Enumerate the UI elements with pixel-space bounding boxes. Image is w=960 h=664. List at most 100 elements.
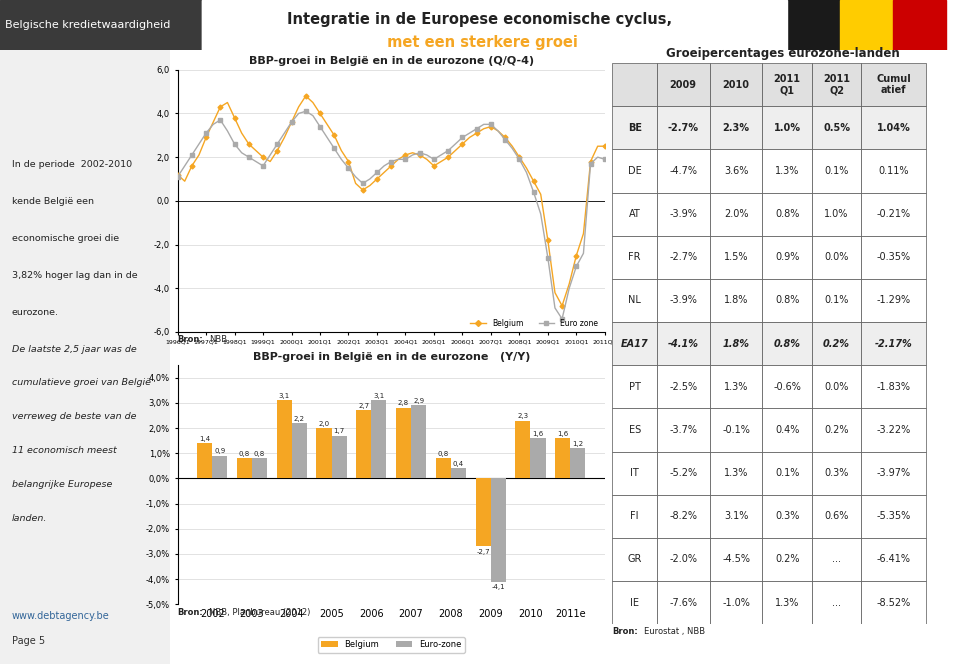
Bar <box>812 149 861 193</box>
Bar <box>356 410 372 479</box>
Bar <box>812 279 861 322</box>
Bar <box>657 408 709 452</box>
Bar <box>709 236 762 279</box>
Text: -8.2%: -8.2% <box>669 511 697 521</box>
Text: 1.8%: 1.8% <box>723 339 750 349</box>
Text: -5.35%: -5.35% <box>876 511 911 521</box>
Text: -0.6%: -0.6% <box>773 382 801 392</box>
Bar <box>657 236 709 279</box>
Bar <box>709 106 762 149</box>
Text: 2,7: 2,7 <box>358 403 370 409</box>
Bar <box>709 495 762 538</box>
Bar <box>612 106 657 149</box>
Bar <box>709 408 762 452</box>
Text: 2011
Q2: 2011 Q2 <box>823 74 850 96</box>
Bar <box>812 63 861 106</box>
Bar <box>657 322 709 365</box>
Bar <box>657 495 709 538</box>
Legend: Belgium, Euro zone: Belgium, Euro zone <box>468 315 601 331</box>
Bar <box>197 443 212 479</box>
Bar <box>657 581 709 624</box>
Text: -2.5%: -2.5% <box>669 382 697 392</box>
Bar <box>709 538 762 581</box>
Bar <box>709 581 762 624</box>
Text: -4,1: -4,1 <box>492 584 505 590</box>
Text: -0.35%: -0.35% <box>876 252 911 262</box>
Title: BBP-groei in België en in de eurozone (Q/Q-4): BBP-groei in België en in de eurozone (Q… <box>249 56 534 66</box>
Text: 3.1%: 3.1% <box>724 511 748 521</box>
Text: 0,4: 0,4 <box>453 461 464 467</box>
Text: -2.7%: -2.7% <box>669 252 697 262</box>
Bar <box>612 495 657 538</box>
Bar <box>762 106 812 149</box>
Text: NL: NL <box>628 295 641 305</box>
Bar <box>612 279 657 322</box>
Bar <box>861 452 926 495</box>
Text: 0.8%: 0.8% <box>775 295 800 305</box>
Text: 11 economisch meest: 11 economisch meest <box>12 446 117 455</box>
Bar <box>657 365 709 408</box>
Text: Eurostat , NBB: Eurostat , NBB <box>644 627 706 637</box>
Text: 0.2%: 0.2% <box>823 339 850 349</box>
Bar <box>657 279 709 322</box>
Bar <box>276 400 292 479</box>
Text: 2010: 2010 <box>723 80 750 90</box>
Text: 3.6%: 3.6% <box>724 166 748 176</box>
Bar <box>812 106 861 149</box>
Bar <box>411 406 426 479</box>
Bar <box>202 0 787 50</box>
Title: BBP-groei in België en in de eurozone   (Y/Y): BBP-groei in België en in de eurozone (Y… <box>252 352 530 362</box>
Text: GR: GR <box>628 554 642 564</box>
Bar <box>317 428 331 479</box>
Bar <box>709 365 762 408</box>
Text: 0,8: 0,8 <box>239 451 250 457</box>
Bar <box>861 365 926 408</box>
Text: -0.1%: -0.1% <box>722 425 750 435</box>
Text: -3.97%: -3.97% <box>876 468 911 478</box>
Bar <box>612 452 657 495</box>
Text: Belgische kredietwaardigheid: Belgische kredietwaardigheid <box>5 20 170 30</box>
Bar <box>657 452 709 495</box>
Bar <box>396 408 411 479</box>
Text: 0,9: 0,9 <box>214 448 226 454</box>
Text: ...: ... <box>832 554 841 564</box>
Text: -1.29%: -1.29% <box>876 295 911 305</box>
Bar <box>812 581 861 624</box>
Bar <box>516 420 531 479</box>
Text: 2,2: 2,2 <box>294 416 304 422</box>
Bar <box>657 149 709 193</box>
Text: -2.17%: -2.17% <box>875 339 913 349</box>
Text: 1.0%: 1.0% <box>774 123 801 133</box>
Text: 2,8: 2,8 <box>398 400 409 406</box>
Bar <box>612 538 657 581</box>
Bar <box>212 456 228 479</box>
Bar <box>762 452 812 495</box>
Bar <box>436 458 451 479</box>
Text: 1,4: 1,4 <box>199 436 210 442</box>
Bar <box>555 438 570 479</box>
Text: -2.7%: -2.7% <box>668 123 699 133</box>
Bar <box>331 436 347 479</box>
Bar <box>861 495 926 538</box>
Text: AT: AT <box>629 209 640 219</box>
Text: eurozone.: eurozone. <box>12 308 59 317</box>
Text: PT: PT <box>629 382 640 392</box>
Bar <box>451 468 466 479</box>
Text: -4.1%: -4.1% <box>668 339 699 349</box>
Text: 1.5%: 1.5% <box>724 252 748 262</box>
Bar <box>762 193 812 236</box>
Bar <box>893 0 946 50</box>
Text: -3.9%: -3.9% <box>669 295 697 305</box>
Bar <box>762 322 812 365</box>
Bar <box>861 149 926 193</box>
Bar <box>762 149 812 193</box>
Text: 0.9%: 0.9% <box>775 252 800 262</box>
Text: ...: ... <box>832 598 841 608</box>
Text: 1,6: 1,6 <box>557 431 568 437</box>
Bar <box>657 63 709 106</box>
Bar <box>861 106 926 149</box>
Bar <box>762 538 812 581</box>
Text: 2,0: 2,0 <box>319 420 329 426</box>
Text: FI: FI <box>631 511 639 521</box>
Text: 1.04%: 1.04% <box>876 123 910 133</box>
